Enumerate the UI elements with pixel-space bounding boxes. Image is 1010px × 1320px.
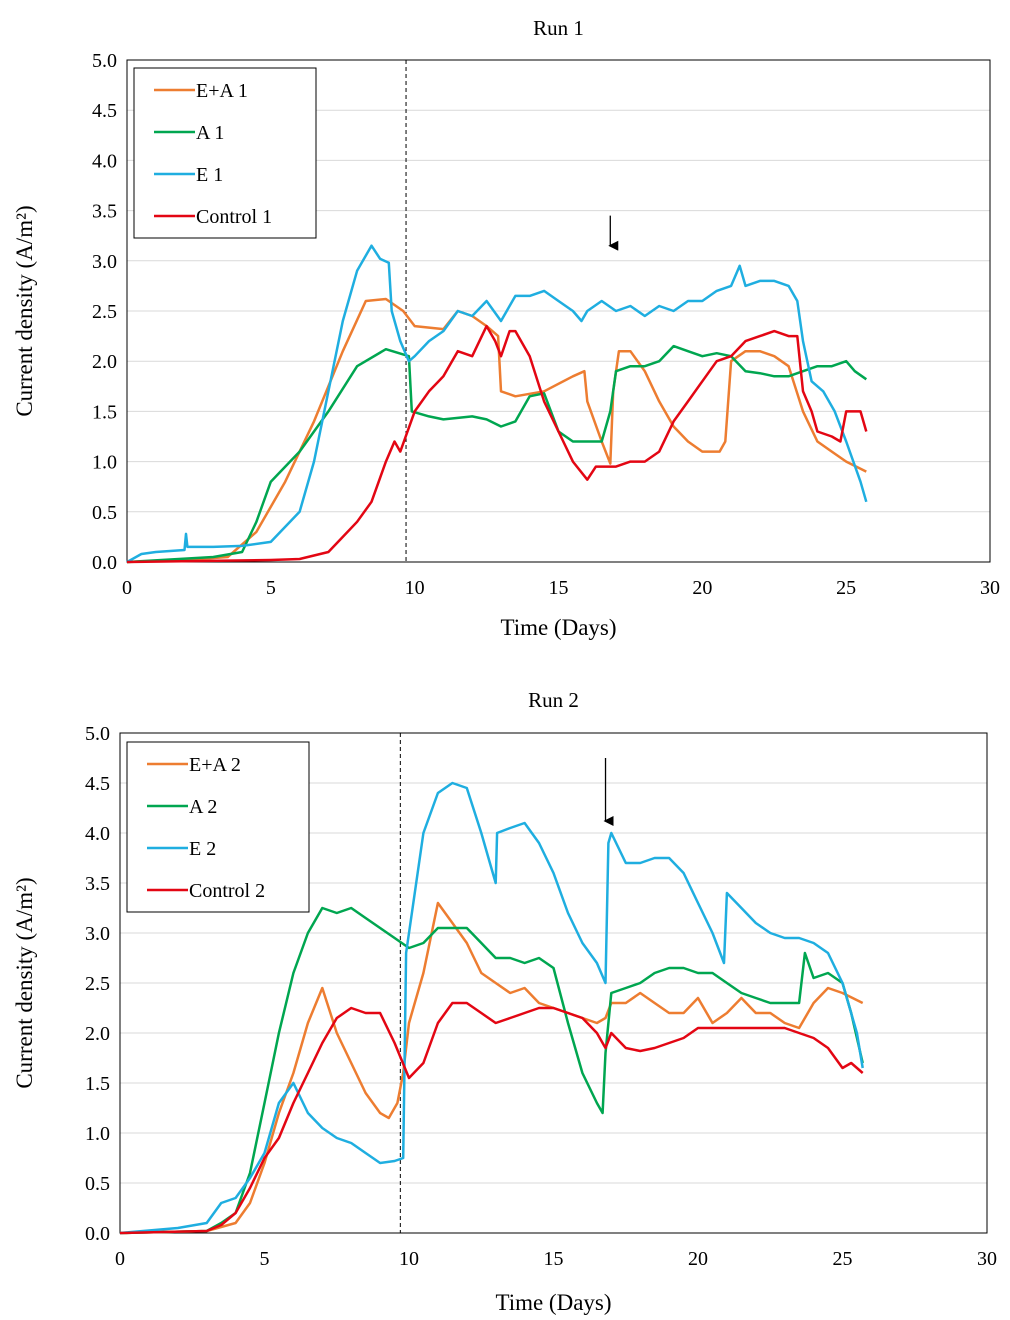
y-tick-label: 4.5 [92,100,117,122]
series-line-e-2 [119,781,864,1235]
legend-label: A 1 [196,122,224,144]
series-line-e-a-2 [119,901,864,1235]
y-tick-label: 1.5 [85,1073,110,1095]
chart-title: Run 2 [528,688,579,712]
x-tick-label: 0 [115,1248,125,1270]
series-line-a-1 [126,344,868,564]
x-tick-label: 30 [977,1248,997,1270]
chart-2: 0.0 0.5 1.0 1.5 2.0 2.5 3.0 3.5 4.0 4.5 5.0 0 5 10 15 2… [12,688,997,1315]
y-tick-label: 1.0 [92,452,117,474]
x-tick-label: 15 [549,577,569,599]
x-tick-label: 0 [122,577,132,599]
x-axis-label: Time (Days) [495,1290,611,1315]
x-tick-label: 25 [836,577,856,599]
y-tick-label: 3.5 [85,873,110,895]
x-tick-label: 30 [980,577,1000,599]
legend-label: E+A 1 [196,80,248,102]
y-tick-label: 3.5 [92,201,117,223]
x-tick-label: 10 [399,1248,419,1270]
legend: E+A 1 A 1 E 1 Control 1 [133,67,317,239]
y-tick-label: 0.0 [92,552,117,574]
legend: E+A 2 A 2 E 2 Control 2 [126,741,310,913]
plot-border [126,59,991,563]
x-tick-label: 5 [260,1248,270,1270]
y-axis-label: Current density (A/m²) [12,877,37,1088]
plot-border [119,732,988,1234]
series-line-control-2 [119,1001,864,1235]
x-tick-label: 15 [544,1248,564,1270]
x-axis-label: Time (Days) [500,615,616,640]
legend-label: E 1 [196,164,223,186]
legend-label: E 2 [189,838,216,860]
x-tick-label: 5 [266,577,276,599]
y-tick-label: 1.5 [92,401,117,423]
y-tick-label: 0.0 [85,1223,110,1245]
y-tick-label: 2.0 [92,351,117,373]
y-tick-label: 3.0 [85,923,110,945]
y-tick-label: 5.0 [85,723,110,745]
y-tick-label: 4.5 [85,773,110,795]
y-tick-label: 0.5 [85,1173,110,1195]
series-line-e-a-1 [126,297,867,564]
y-tick-label: 1.0 [85,1123,110,1145]
x-tick-label: 25 [833,1248,853,1270]
chart-title: Run 1 [533,16,584,40]
y-tick-label: 4.0 [85,823,110,845]
x-tick-label: 20 [688,1248,708,1270]
y-axis-label: Current density (A/m²) [12,205,37,416]
legend-box [126,741,310,913]
legend-box [133,67,317,239]
series-line-control-1 [126,324,868,564]
y-tick-label: 2.5 [92,301,117,323]
y-tick-label: 5.0 [92,50,117,72]
legend-label: Control 1 [196,206,272,228]
x-tick-label: 20 [692,577,712,599]
legend-label: A 2 [189,796,217,818]
y-tick-label: 4.0 [92,150,117,172]
series-line-a-2 [119,906,864,1235]
series-line-e-1 [126,244,868,564]
chart-1: 0.0 0.5 1.0 1.5 2.0 2.5 3.0 3.5 4.0 4.5 5.0 0 5 10 15 2… [12,16,1000,640]
y-tick-label: 3.0 [92,251,117,273]
y-tick-label: 2.5 [85,973,110,995]
y-tick-label: 2.0 [85,1023,110,1045]
legend-label: E+A 2 [189,754,241,776]
y-tick-label: 0.5 [92,502,117,524]
x-tick-label: 10 [405,577,425,599]
legend-label: Control 2 [189,880,265,902]
